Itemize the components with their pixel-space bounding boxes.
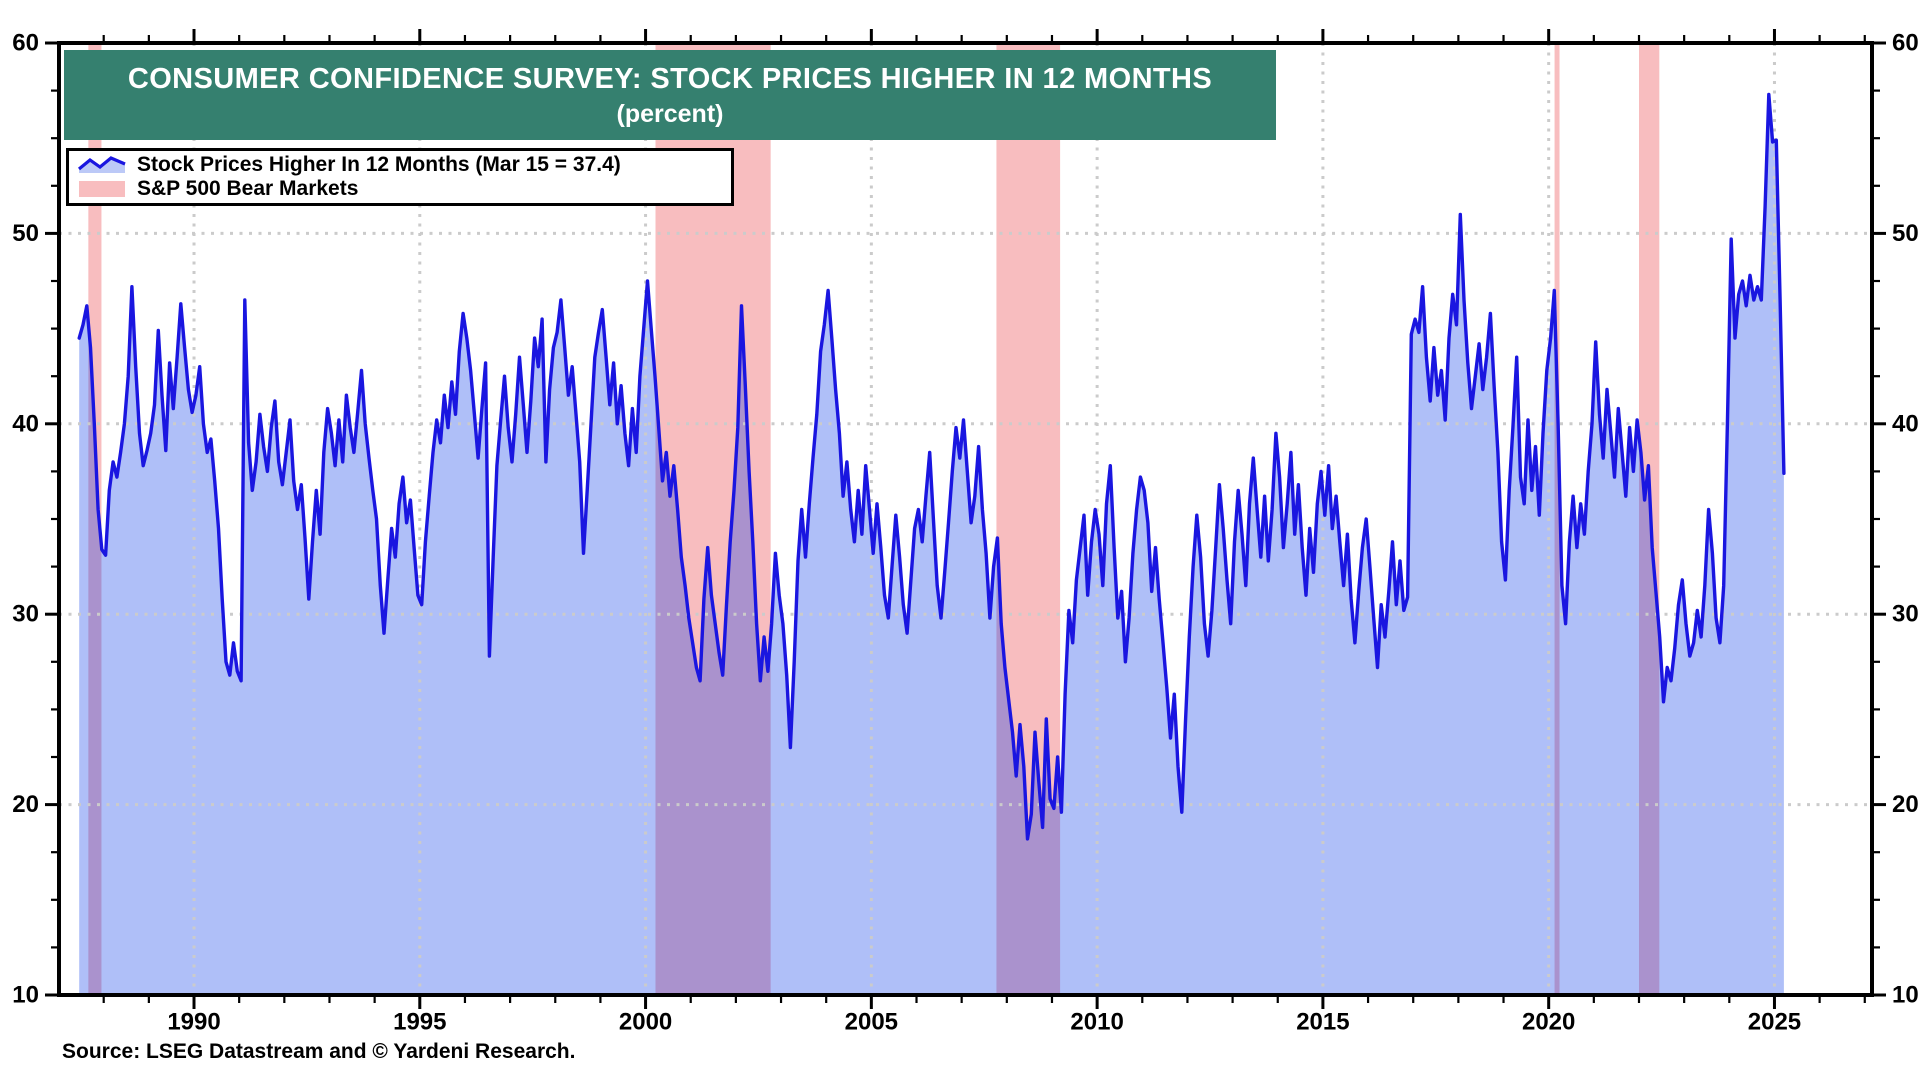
- bear-market-swatch-icon: [79, 181, 125, 197]
- bear-market-band: [88, 43, 102, 995]
- chart-title: CONSUMER CONFIDENCE SURVEY: STOCK PRICES…: [127, 62, 1213, 95]
- x-tick-label: 1990: [167, 1009, 220, 1036]
- y-tick-label: 50: [12, 220, 39, 247]
- series-line-marker-icon: [77, 156, 126, 173]
- legend-line-swatch: [77, 156, 126, 171]
- x-tick-label: 2025: [1748, 1009, 1801, 1036]
- y-tick-label: 60: [1892, 30, 1919, 57]
- x-tick-label: 2020: [1522, 1009, 1575, 1036]
- series-line: [77, 92, 1786, 841]
- chart-title-banner: CONSUMER CONFIDENCE SURVEY: STOCK PRICES…: [64, 50, 1276, 140]
- bear-market-band: [1638, 43, 1660, 995]
- legend-bear-markets-label: S&P 500 Bear Markets: [137, 177, 359, 200]
- x-tick-label: 2010: [1070, 1009, 1123, 1036]
- y-tick-label: 50: [1892, 220, 1919, 247]
- y-tick-label: 20: [1892, 791, 1919, 818]
- x-tick-label: 1995: [393, 1009, 446, 1036]
- y-tick-label: 40: [1892, 410, 1919, 437]
- x-tick-label: 2005: [845, 1009, 898, 1036]
- legend-box: Stock Prices Higher In 12 Months (Mar 15…: [66, 148, 734, 206]
- chart-subtitle: (percent): [616, 100, 724, 129]
- y-tick-label: 20: [12, 791, 39, 818]
- bear-market-band: [1554, 43, 1560, 995]
- series-area: [79, 94, 1784, 995]
- legend-item-bear-markets: S&P 500 Bear Markets: [69, 177, 731, 201]
- y-tick-label: 30: [12, 601, 39, 628]
- legend-series-label: Stock Prices Higher In 12 Months (Mar 15…: [137, 153, 621, 176]
- y-tick-label: 10: [1892, 982, 1919, 1009]
- x-tick-label: 2000: [619, 1009, 672, 1036]
- legend-band-swatch: [79, 181, 125, 197]
- x-tick-label: 2015: [1296, 1009, 1349, 1036]
- y-tick-label: 60: [12, 30, 39, 57]
- y-tick-label: 40: [12, 410, 39, 437]
- legend-item-series: Stock Prices Higher In 12 Months (Mar 15…: [69, 153, 731, 177]
- source-note: Source: LSEG Datastream and © Yardeni Re…: [62, 1040, 576, 1063]
- y-tick-label: 30: [1892, 601, 1919, 628]
- y-tick-label: 10: [12, 982, 39, 1009]
